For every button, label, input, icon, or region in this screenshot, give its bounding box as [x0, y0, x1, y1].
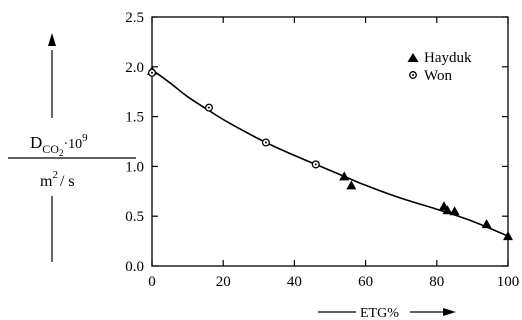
y-tick-label-5: 2.5: [125, 10, 144, 26]
hayduk-point-5: [449, 206, 460, 216]
legend-label-won: Won: [424, 68, 452, 84]
x-label-text: ETG%: [360, 306, 399, 320]
axis-ticks: [151, 16, 509, 267]
x-axis-label: ETG%: [318, 306, 456, 320]
y-label-unit-rest: / s: [60, 173, 75, 190]
y-label-exponent: 9: [82, 132, 88, 144]
y-tick-label-1: 0.5: [125, 209, 144, 225]
y-tick-label-4: 2.0: [125, 60, 144, 76]
hayduk-point-1: [339, 171, 350, 181]
y-label-factor: ·10: [63, 137, 82, 152]
legend-marker-hayduk: [407, 53, 419, 62]
fit-curve: [151, 69, 509, 237]
won-point-1-dot: [207, 106, 210, 109]
legend-marker-won-dot: [412, 74, 414, 76]
x-tick-label-2: 40: [287, 274, 302, 290]
x-tick-label-1: 20: [216, 274, 231, 290]
won-point-3-dot: [314, 163, 317, 166]
y-axis-label: DCO2·109 m2/ s: [8, 33, 136, 262]
won-point-2-dot: [264, 141, 267, 144]
legend-label-hayduk: Hayduk: [424, 50, 472, 66]
hayduk-point-2: [346, 180, 357, 190]
y-label-unit-exponent: 2: [52, 169, 58, 181]
x-tick-label-0: 0: [148, 274, 156, 290]
y-tick-label-3: 1.5: [125, 110, 144, 126]
axis-tick-labels: 0 20 40 60 80 100 0.0 0.5 1.0 1.5 2.0 2.5: [125, 10, 519, 290]
y-label-symbol: D: [30, 133, 42, 152]
x-tick-label-3: 60: [358, 274, 373, 290]
y-label-subscript: CO: [42, 142, 59, 156]
y-label-denominator: m2/ s: [40, 169, 75, 190]
x-tick-label-5: 100: [497, 274, 520, 290]
hayduk-point-4: [442, 205, 453, 215]
y-tick-label-2: 1.0: [125, 159, 144, 175]
y-label-unit-base: m: [40, 173, 53, 190]
y-label-numerator: DCO2·109: [30, 132, 88, 158]
hayduk-point-6: [481, 219, 492, 229]
data-markers: [147, 65, 513, 241]
legend: Hayduk Won: [407, 50, 472, 84]
x-tick-label-4: 80: [429, 274, 444, 290]
hayduk-point-7: [503, 231, 513, 241]
arrow-up-icon: [48, 33, 56, 46]
won-point-0-dot: [151, 71, 153, 74]
arrow-right-icon: [443, 308, 456, 316]
plot-frame: [151, 16, 509, 267]
y-tick-label-0: 0.0: [125, 259, 144, 275]
y-label-subscript-digit: 2: [59, 148, 64, 158]
